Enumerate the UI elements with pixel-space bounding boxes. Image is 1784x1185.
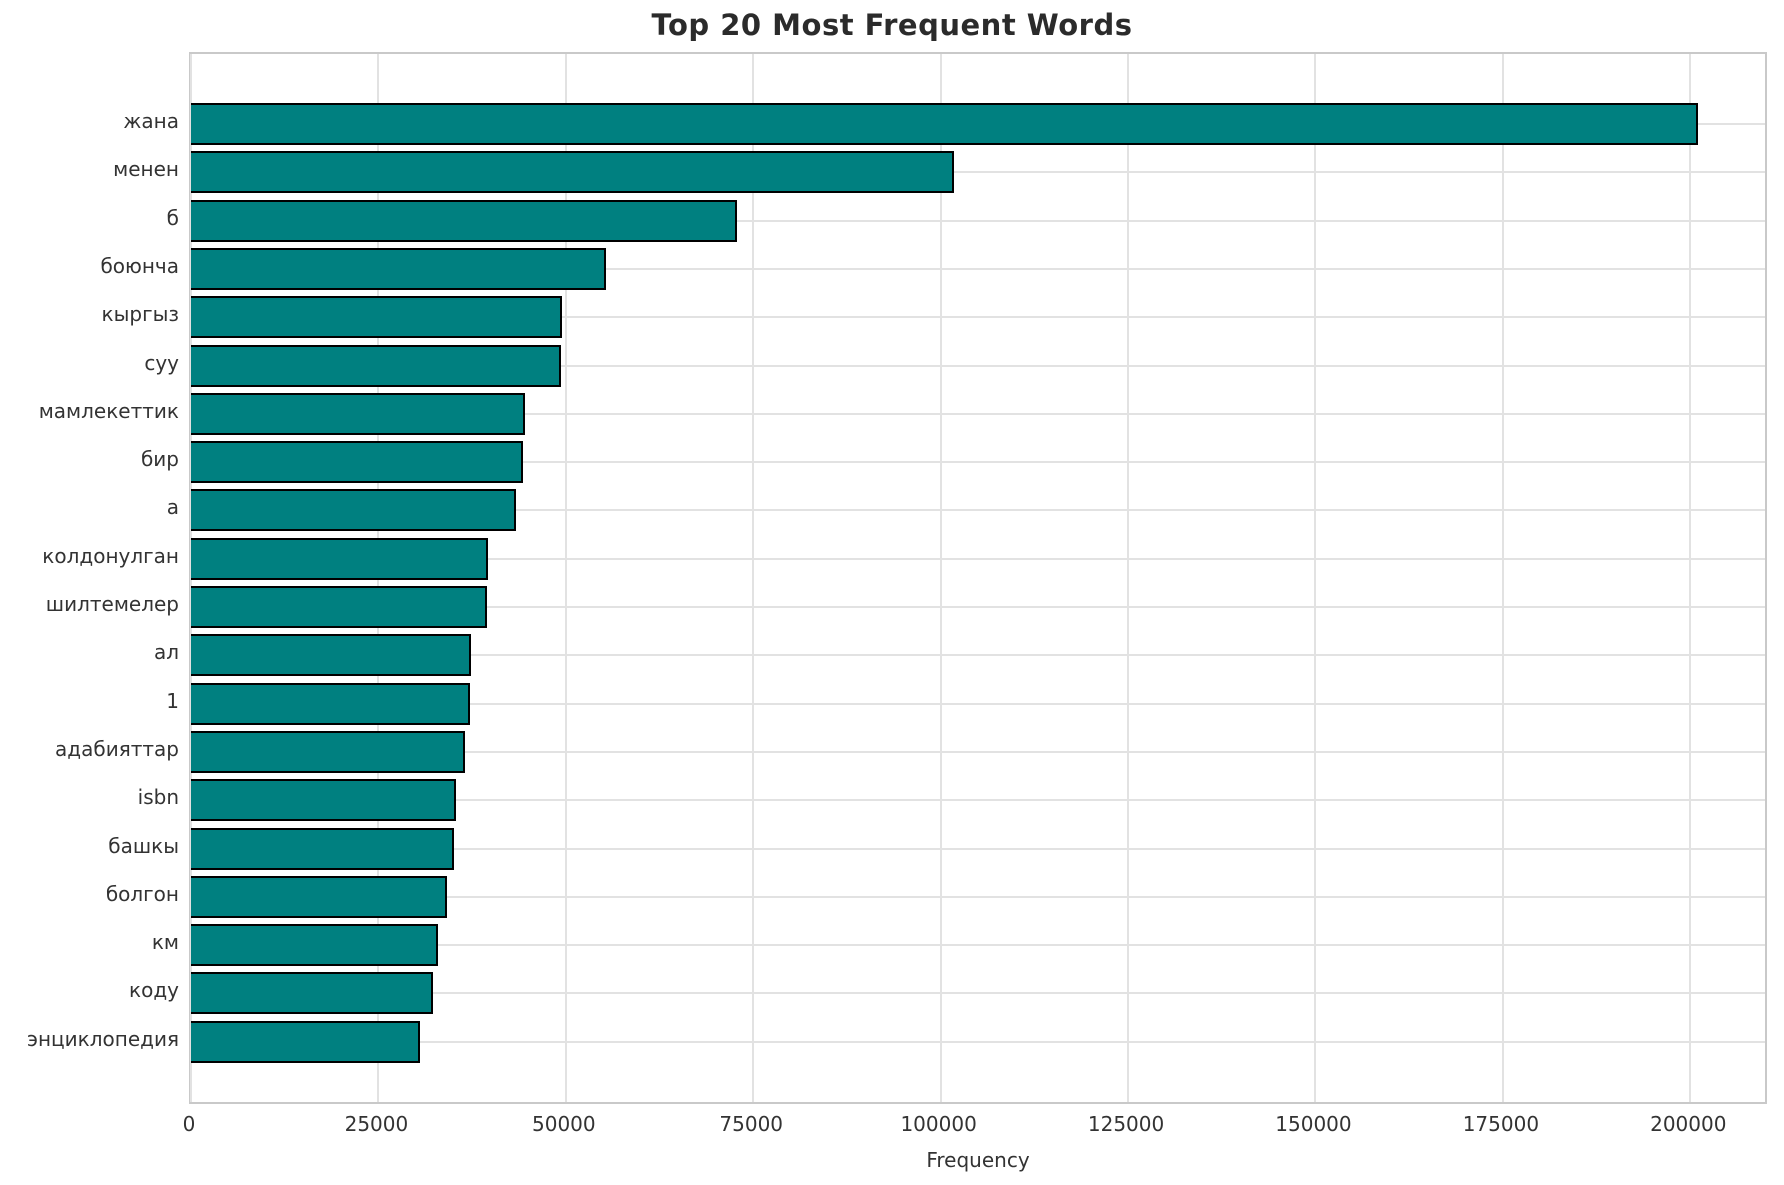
y-tick-label: кыргыз	[101, 302, 180, 327]
y-tick-label: isbn	[137, 785, 179, 810]
horizontal-gridline	[191, 412, 1765, 415]
vertical-gridline	[1314, 54, 1317, 1102]
x-tick-label: 75000	[719, 1112, 784, 1136]
horizontal-gridline	[191, 509, 1765, 512]
bar-башкы	[191, 827, 455, 870]
horizontal-gridline	[191, 606, 1765, 608]
y-tick-label: бир	[140, 447, 179, 472]
y-tick-label: коду	[129, 978, 179, 1003]
x-tick-label: 125000	[1087, 1112, 1165, 1136]
vertical-gridline	[752, 54, 755, 1102]
bar-менен	[191, 151, 955, 194]
chart-title: Top 20 Most Frequent Words	[651, 8, 1133, 42]
vertical-gridline	[564, 54, 567, 1102]
bar-энциклопедия	[191, 1020, 421, 1063]
horizontal-gridline	[191, 364, 1765, 367]
horizontal-gridline	[191, 992, 1765, 995]
horizontal-gridline	[191, 799, 1765, 802]
horizontal-gridline	[191, 944, 1765, 947]
bar-болгон	[191, 875, 447, 918]
y-tick-label: колдонулган	[42, 543, 179, 568]
vertical-gridline	[1501, 54, 1504, 1102]
horizontal-gridline	[191, 847, 1765, 850]
horizontal-gridline	[191, 316, 1765, 319]
bar-коду	[191, 972, 434, 1015]
horizontal-gridline	[191, 557, 1765, 560]
bar-шилтемелер	[191, 586, 488, 628]
y-tick-label: шилтемелер	[45, 592, 179, 616]
bar-а	[191, 489, 517, 532]
horizontal-gridline	[191, 750, 1765, 753]
x-tick-label: 175000	[1462, 1112, 1540, 1136]
horizontal-gridline	[191, 171, 1765, 174]
vertical-gridline	[1689, 54, 1692, 1102]
y-tick-label: менен	[113, 157, 179, 182]
bar-адабияттар	[191, 730, 466, 773]
bar-колдонулган	[191, 537, 488, 580]
y-tick-label: болгон	[105, 881, 179, 906]
y-tick-label: мамлекеттик	[38, 398, 179, 423]
y-tick-label: энциклопедия	[26, 1026, 179, 1051]
bar-км	[191, 924, 439, 967]
x-tick-label: 50000	[532, 1112, 596, 1136]
y-tick-label: жана	[123, 109, 179, 133]
x-tick-label: 25000	[344, 1112, 409, 1136]
x-tick-label: 200000	[1650, 1112, 1727, 1136]
x-tick-label: 100000	[900, 1112, 977, 1136]
horizontal-gridline	[191, 702, 1765, 705]
y-tick-label: ал	[153, 640, 179, 665]
bar-боюнча	[191, 247, 607, 290]
bar-ал	[191, 634, 472, 677]
x-tick-label: 0	[182, 1112, 196, 1136]
y-tick-label: а	[166, 495, 179, 520]
horizontal-gridline	[191, 461, 1765, 464]
horizontal-gridline	[191, 1040, 1765, 1043]
y-tick-label: 1	[166, 688, 179, 713]
vertical-gridline	[939, 54, 942, 1102]
y-tick-label: боюнча	[100, 253, 179, 278]
bar-isbn	[191, 779, 457, 822]
horizontal-gridline	[191, 895, 1765, 898]
bar-1	[191, 682, 470, 725]
horizontal-gridline	[191, 219, 1765, 222]
horizontal-gridline	[191, 654, 1765, 657]
bar-бир	[191, 441, 524, 484]
vertical-gridline	[1127, 54, 1130, 1102]
y-tick-label: суу	[144, 350, 179, 375]
plot-area	[189, 52, 1767, 1104]
horizontal-gridline	[191, 267, 1765, 270]
bar-б	[191, 199, 737, 242]
y-tick-label: башкы	[108, 833, 179, 858]
bar-кыргыз	[191, 296, 563, 339]
y-tick-label: б	[166, 205, 179, 230]
bar-мамлекеттик	[191, 392, 526, 435]
x-axis-label: Frequency	[926, 1148, 1030, 1172]
x-tick-label: 150000	[1275, 1112, 1352, 1136]
y-tick-label: адабияттар	[55, 736, 179, 761]
bar-жана	[191, 103, 1698, 145]
y-tick-label: км	[151, 930, 179, 955]
bar-суу	[191, 344, 562, 387]
